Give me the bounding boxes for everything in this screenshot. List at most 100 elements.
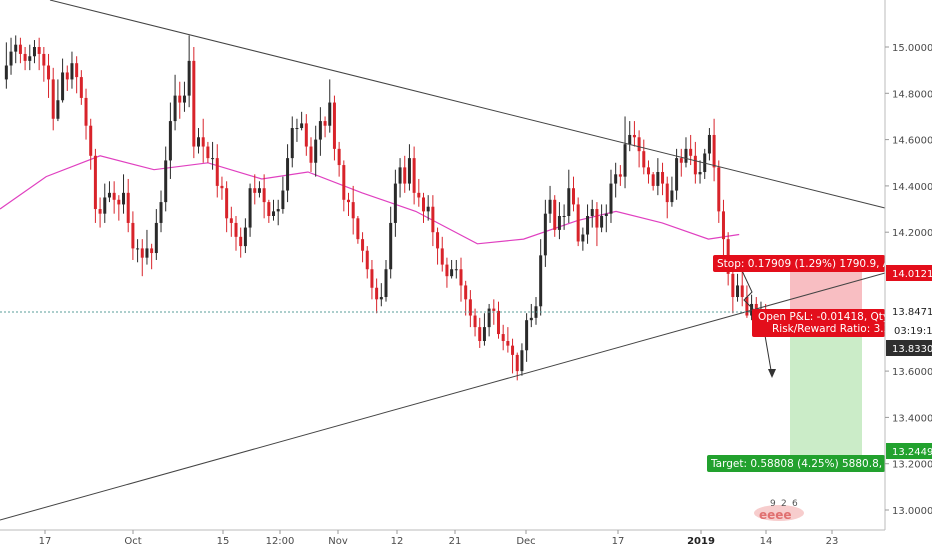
candle [328,79,332,133]
candle [211,141,215,170]
candle [646,160,650,184]
candle [370,259,374,300]
stop-label-box[interactable]: Stop: 0.17909 (1.29%) 1790.9, Amo [713,255,907,272]
candle [300,111,304,131]
candle [628,121,632,152]
candle [154,209,158,260]
candle [712,118,716,182]
projection-arrow[interactable] [737,261,776,378]
candle [220,176,224,200]
candle [281,176,285,214]
lower-trendline[interactable] [0,272,886,521]
y-tick-label: 14.80000 [892,89,932,100]
candle [126,178,130,233]
candle [351,185,355,235]
risk-reward-label: Risk/Reward Ratio: 3.28 [772,323,897,335]
candle [698,160,702,184]
candle [389,206,393,279]
candle [412,146,416,205]
candle [731,266,735,314]
candle [684,137,688,168]
candle [557,202,561,240]
candle [347,192,351,216]
target-label-box[interactable]: Target: 0.58808 (4.25%) 5880.8, Amo [707,455,909,472]
x-tick-label: 14 [760,536,773,547]
svg-text:6: 6 [792,499,798,509]
candle [642,139,646,175]
candle [740,269,744,307]
candle [562,204,566,230]
candle [182,81,186,112]
candle [304,114,308,156]
candle [407,144,411,191]
candle [197,128,201,154]
candle [192,47,196,159]
candle [600,204,604,233]
candle [539,239,543,316]
candle [384,259,388,302]
candle [436,227,440,265]
candle [272,199,276,221]
candle [318,107,322,156]
candle [525,313,529,362]
candle [393,169,397,237]
candle [234,215,238,251]
candle [623,116,627,189]
candle [42,47,46,82]
entry-price-tag: 13.84719 [886,303,932,319]
candle [721,199,725,256]
candle [379,283,383,307]
candle [14,35,18,64]
candle [168,102,172,179]
y-tick-label: 15.00000 [892,43,932,54]
price-axis[interactable]: 15.00000 14.80000 14.60000 14.40000 14.20000… [884,0,932,530]
candle [159,190,163,233]
candle [290,116,294,168]
moving-average-line [0,155,740,245]
svg-text:14.01210: 14.01210 [892,269,932,280]
candle [187,35,191,108]
target-price-tag: 13.24493 [886,443,932,459]
candle [529,303,533,328]
y-tick-label: 13.40000 [892,413,932,424]
candle [426,195,430,221]
candle [267,199,271,223]
candle [84,88,88,140]
pnl-label-box[interactable]: Open P&L: -0.01418, Qty: 1 Risk/Reward R… [752,309,902,337]
candle [651,172,655,191]
upper-trendline[interactable] [49,0,886,209]
candle [736,273,740,302]
candle [93,148,97,223]
candle [361,232,365,263]
watermark-logo-icon: 9 2 6 eeee [754,499,804,522]
y-tick-label: 14.20000 [892,228,932,239]
candle [679,148,683,177]
candle [262,174,266,219]
candle [239,227,243,258]
candle [253,174,257,205]
candle [122,174,126,214]
svg-text:13.84719: 13.84719 [892,307,932,318]
y-tick-label: 14.60000 [892,136,932,147]
candlesticks [4,35,768,381]
candle [543,199,547,267]
candle [675,148,679,200]
candle [417,178,421,207]
candle [79,70,83,105]
x-tick-label: 17 [612,536,625,547]
candle [520,343,524,376]
candle [257,181,261,198]
candle [656,158,660,196]
candle [567,169,571,223]
y-tick-label: 13.20000 [892,460,932,471]
candle [136,239,140,263]
candle [365,246,369,279]
candle [445,257,449,288]
candle [482,313,486,346]
candle [9,37,13,75]
time-axis[interactable]: 17 Oct 15 12:00 Nov 12 21 Dec 17 2019 14 23 [0,529,885,547]
x-tick-label: 12 [391,536,404,547]
candle [332,95,336,161]
